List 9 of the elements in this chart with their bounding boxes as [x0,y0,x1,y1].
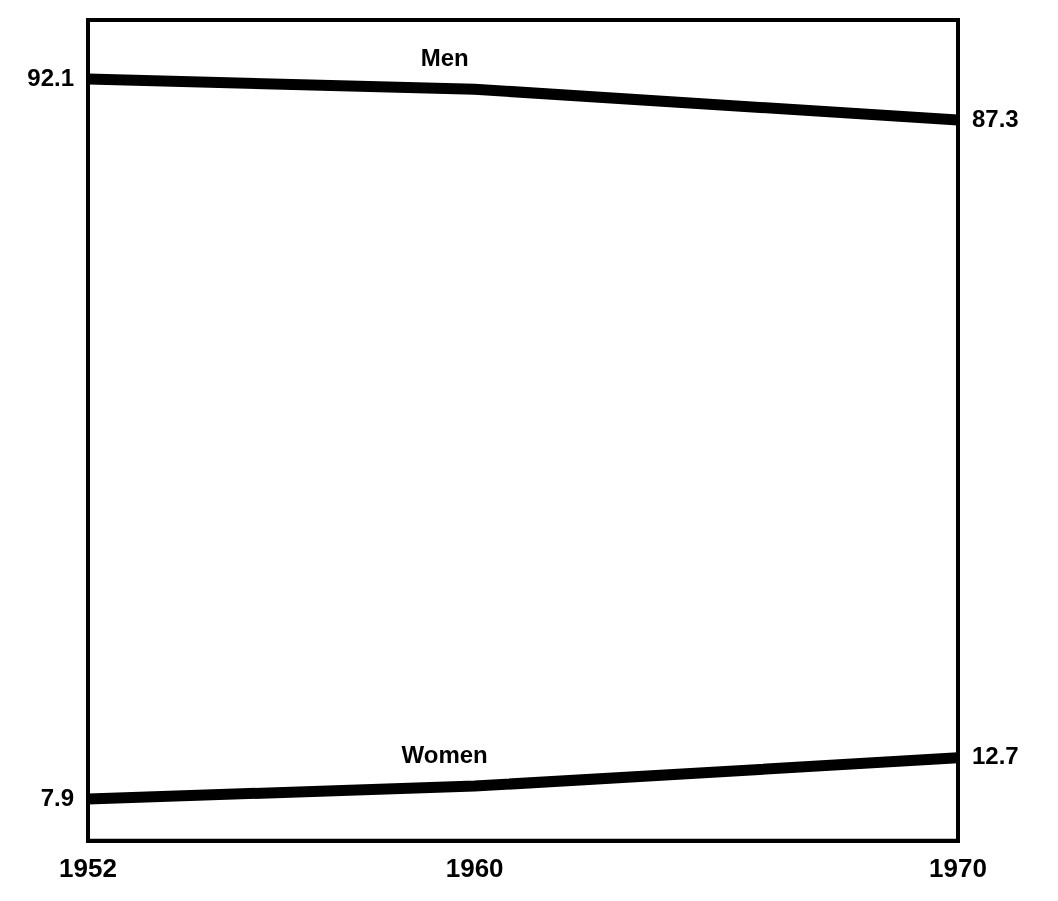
data-label: 7.9 [40,783,74,811]
data-label: 87.3 [972,104,1019,132]
x-tick-label: 1970 [929,852,987,883]
series-label: Women [401,740,488,768]
x-tick-label: 1952 [59,852,117,883]
series-label: Men [420,43,469,71]
data-label: 92.1 [27,63,74,91]
x-tick-label: 1960 [445,852,504,883]
data-label: 12.7 [972,742,1019,770]
